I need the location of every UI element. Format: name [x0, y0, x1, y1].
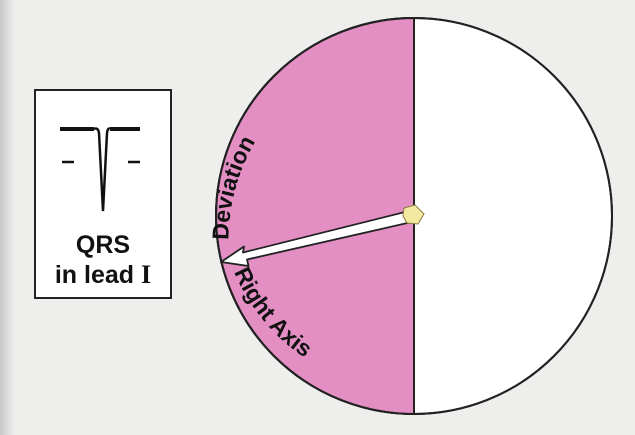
- axis-arrow: [220, 209, 415, 267]
- arrow-tail-cap: [402, 204, 425, 225]
- qrs-deflection: [93, 127, 111, 212]
- qrs-label: QRS: [75, 231, 131, 259]
- page-edge-shadow: [0, 0, 14, 435]
- qrs-complex-icon: [60, 127, 140, 212]
- qrs-lead-i-box: QRS in lead I: [34, 89, 172, 299]
- shaded-left-half: [215, 16, 415, 416]
- lead-numeral: I: [141, 260, 152, 289]
- lead-label-text: in lead: [54, 261, 141, 289]
- wheel-outline: [215, 17, 613, 415]
- lead-label: in lead I: [36, 260, 170, 290]
